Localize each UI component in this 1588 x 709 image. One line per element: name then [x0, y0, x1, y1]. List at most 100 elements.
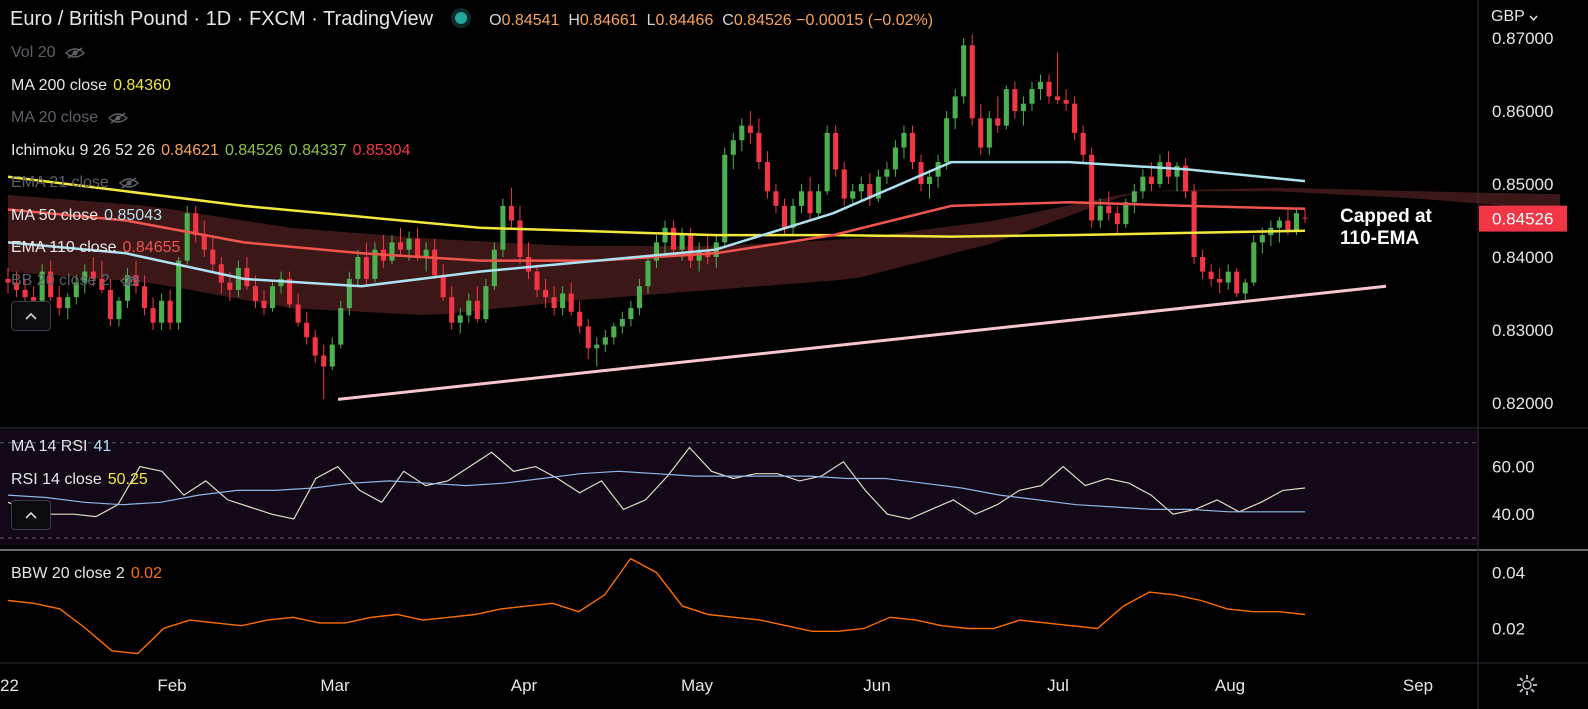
legend-rsi-value: 50.25 — [107, 471, 148, 488]
candle — [99, 278, 105, 290]
legend-ma200[interactable]: MA 200 close 0.84360 — [11, 77, 171, 95]
gear-icon[interactable] — [1516, 674, 1538, 696]
candle — [995, 118, 1001, 126]
candle — [1106, 205, 1112, 214]
candle — [31, 297, 37, 301]
candle — [568, 293, 574, 312]
close-label: C — [722, 12, 734, 29]
candle — [747, 125, 753, 133]
legend-bb[interactable]: BB 20 close 2 — [11, 272, 140, 290]
hidden-eye-icon[interactable] — [108, 112, 129, 124]
candle — [457, 315, 463, 323]
candle — [1029, 89, 1035, 104]
candle — [969, 45, 975, 119]
candle — [278, 278, 284, 287]
ma200-line — [7, 175, 1306, 238]
legend-ema110-label: EMA 110 close — [11, 239, 117, 256]
candle — [543, 289, 549, 298]
rsi-pane-background — [0, 430, 1478, 545]
candle — [1217, 278, 1223, 283]
candle — [1302, 217, 1308, 219]
legend-vol[interactable]: Vol 20 — [11, 44, 86, 62]
candle — [1055, 96, 1061, 101]
currency-selector[interactable]: GBP — [1491, 8, 1538, 26]
collapse-rsi-legend-button[interactable] — [11, 500, 51, 530]
candle — [611, 326, 617, 338]
open-label: O — [489, 12, 502, 29]
candle — [560, 293, 566, 309]
candle — [176, 260, 182, 323]
candle — [1072, 103, 1078, 133]
price-tick-label: 0.85000 — [1492, 175, 1553, 194]
candle — [790, 205, 796, 228]
candle — [491, 249, 497, 287]
candle — [48, 271, 54, 298]
candle — [1200, 257, 1206, 272]
time-tick-label: Jul — [1047, 676, 1069, 695]
legend-ma200-value: 0.84360 — [113, 77, 171, 94]
candle — [517, 220, 523, 257]
candle — [679, 235, 685, 250]
bbw-line — [7, 557, 1306, 655]
candle — [269, 286, 276, 309]
candle — [534, 271, 540, 290]
candle — [227, 282, 233, 290]
candle — [653, 242, 660, 261]
candle — [167, 300, 173, 323]
candle — [159, 300, 165, 323]
legend-ema110-value: 0.84655 — [122, 239, 181, 256]
rsi-tick-label: 60.00 — [1492, 458, 1535, 477]
candle — [432, 249, 438, 276]
candle — [150, 308, 156, 323]
hidden-eye-icon[interactable] — [65, 47, 86, 59]
candle — [73, 282, 79, 298]
legend-rsi-ma[interactable]: MA 14 RSI 41 — [11, 438, 111, 456]
candle — [781, 205, 788, 228]
symbol-title[interactable]: Euro / British Pound · 1D · FXCM · Tradi… — [10, 8, 434, 30]
candle — [1046, 81, 1052, 97]
candle — [1293, 213, 1300, 232]
candle — [304, 322, 310, 338]
candle — [338, 308, 344, 345]
candle — [287, 278, 293, 305]
candle — [210, 249, 216, 265]
candle — [440, 275, 446, 298]
candle — [13, 282, 20, 290]
legend-ema21[interactable]: EMA 21 close — [11, 174, 139, 192]
legend-rsi[interactable]: RSI 14 close 50.25 — [11, 471, 148, 489]
low-label: L — [646, 12, 656, 29]
candle — [764, 162, 770, 192]
chevron-up-icon — [25, 312, 37, 320]
price-tick-label: 0.86000 — [1492, 102, 1553, 121]
candle — [346, 278, 352, 309]
time-tick-label: Feb — [157, 676, 186, 695]
hidden-eye-icon[interactable] — [119, 275, 140, 287]
candle — [551, 297, 557, 309]
candle — [952, 96, 958, 119]
candle — [636, 286, 642, 309]
legend-ma20[interactable]: MA 20 close — [11, 109, 129, 127]
legend-ichimoku[interactable]: Ichimoku 9 26 52 26 0.84621 0.84526 0.84337… — [11, 142, 410, 160]
hidden-eye-icon[interactable] — [118, 177, 139, 189]
candle — [261, 300, 267, 309]
candle — [858, 184, 864, 192]
legend-bbw-label: BBW 20 close 2 — [11, 565, 125, 582]
candle — [201, 235, 207, 250]
candle — [133, 275, 139, 287]
legend-ema110[interactable]: EMA 110 close 0.84655 — [11, 239, 180, 257]
candle — [892, 147, 898, 170]
candle — [389, 242, 395, 261]
candle — [372, 249, 378, 279]
candle — [363, 257, 369, 279]
legend-bbw[interactable]: BBW 20 close 2 0.02 — [11, 565, 162, 583]
legend-ichimoku-span-a: 0.84337 — [288, 142, 347, 159]
legend-ma50[interactable]: MA 50 close 0.85043 — [11, 207, 162, 225]
collapse-legend-button[interactable] — [11, 301, 51, 331]
candle — [295, 304, 301, 323]
last-price-label: 0.84526 — [1492, 210, 1553, 229]
candle — [645, 260, 651, 287]
candle — [1012, 89, 1018, 111]
support-trendline — [337, 284, 1387, 401]
time-tick-label: May — [681, 676, 714, 695]
